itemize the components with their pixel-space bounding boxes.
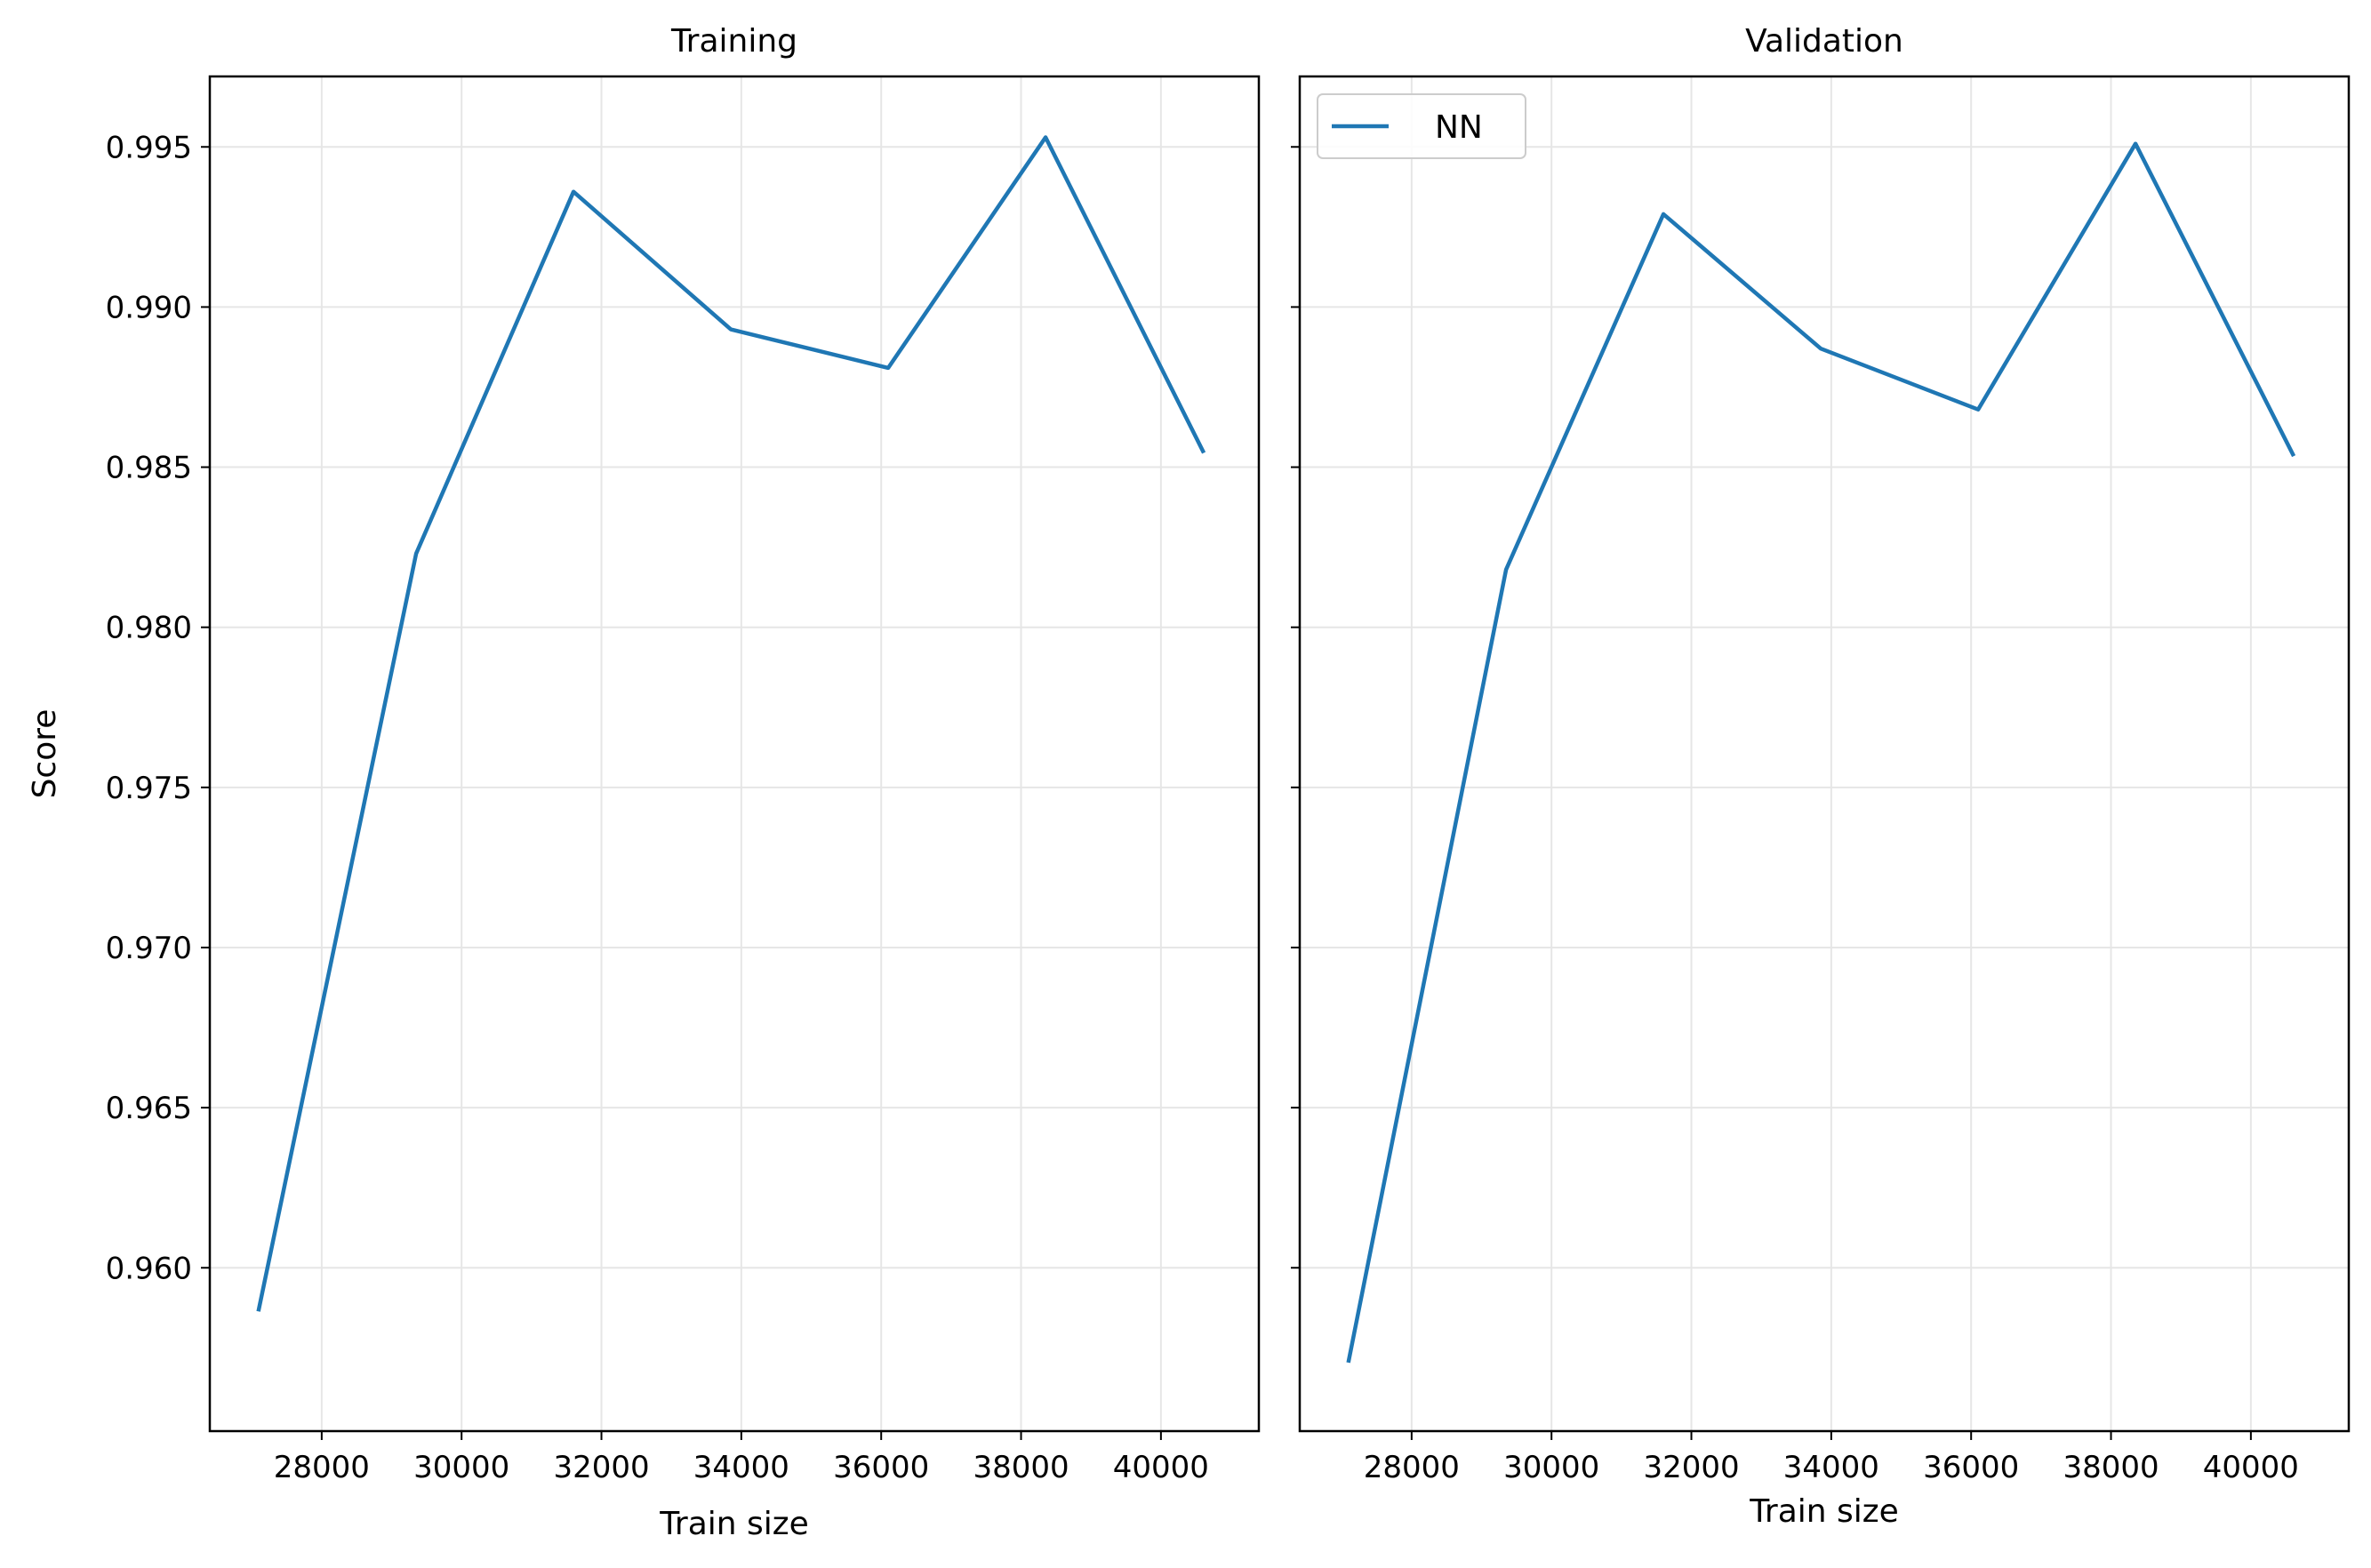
x-tick-label: 38000 <box>2063 1450 2159 1485</box>
y-tick-label: 0.970 <box>106 931 192 966</box>
y-tick-label: 0.985 <box>106 451 192 486</box>
legend-label: NN <box>1435 109 1483 146</box>
y-tick-label: 0.990 <box>106 290 192 325</box>
y-tick-label: 0.975 <box>106 771 192 806</box>
legend-box <box>1317 93 1526 159</box>
y-axis-label: Score <box>27 709 63 799</box>
x-tick-label: 32000 <box>553 1450 649 1485</box>
series-line-1 <box>256 135 1206 1312</box>
panel-title: Validation <box>1745 23 1903 60</box>
panel-title: Training <box>670 23 797 60</box>
x-tick-label: 40000 <box>2203 1450 2299 1485</box>
plot-frame <box>208 75 1261 1433</box>
x-tick-label: 36000 <box>1923 1450 2019 1485</box>
y-tick-label: 0.980 <box>106 611 192 646</box>
y-tick-label: 0.965 <box>106 1091 192 1126</box>
series-line-nn <box>1346 141 2296 1364</box>
x-tick-label: 40000 <box>1113 1450 1209 1485</box>
y-tick-label: 0.960 <box>106 1251 192 1286</box>
panel-1: 28000 30000 32000 34000 36000 38000 40000 0.960… <box>27 23 1261 1542</box>
x-tick-label: 34000 <box>693 1450 789 1485</box>
x-tick-label: 28000 <box>1364 1450 1460 1485</box>
x-axis-label: Train size <box>659 1506 809 1542</box>
x-tick-label: 28000 <box>274 1450 370 1485</box>
legend: NN <box>1317 93 1526 159</box>
panel-2: 28000 30000 32000 34000 36000 38000 40000 Valid… <box>1291 23 2351 1530</box>
x-tick-label: 32000 <box>1643 1450 1739 1485</box>
x-tick-label: 30000 <box>413 1450 509 1485</box>
x-tick-label: 38000 <box>973 1450 1069 1485</box>
y-tick-label: 0.995 <box>106 130 192 165</box>
x-tick-label: 34000 <box>1783 1450 1879 1485</box>
x-axis-label: Train size <box>1749 1493 1899 1530</box>
plot-frame <box>1298 75 2351 1433</box>
x-tick-label: 36000 <box>833 1450 929 1485</box>
x-tick-label: 30000 <box>1503 1450 1599 1485</box>
